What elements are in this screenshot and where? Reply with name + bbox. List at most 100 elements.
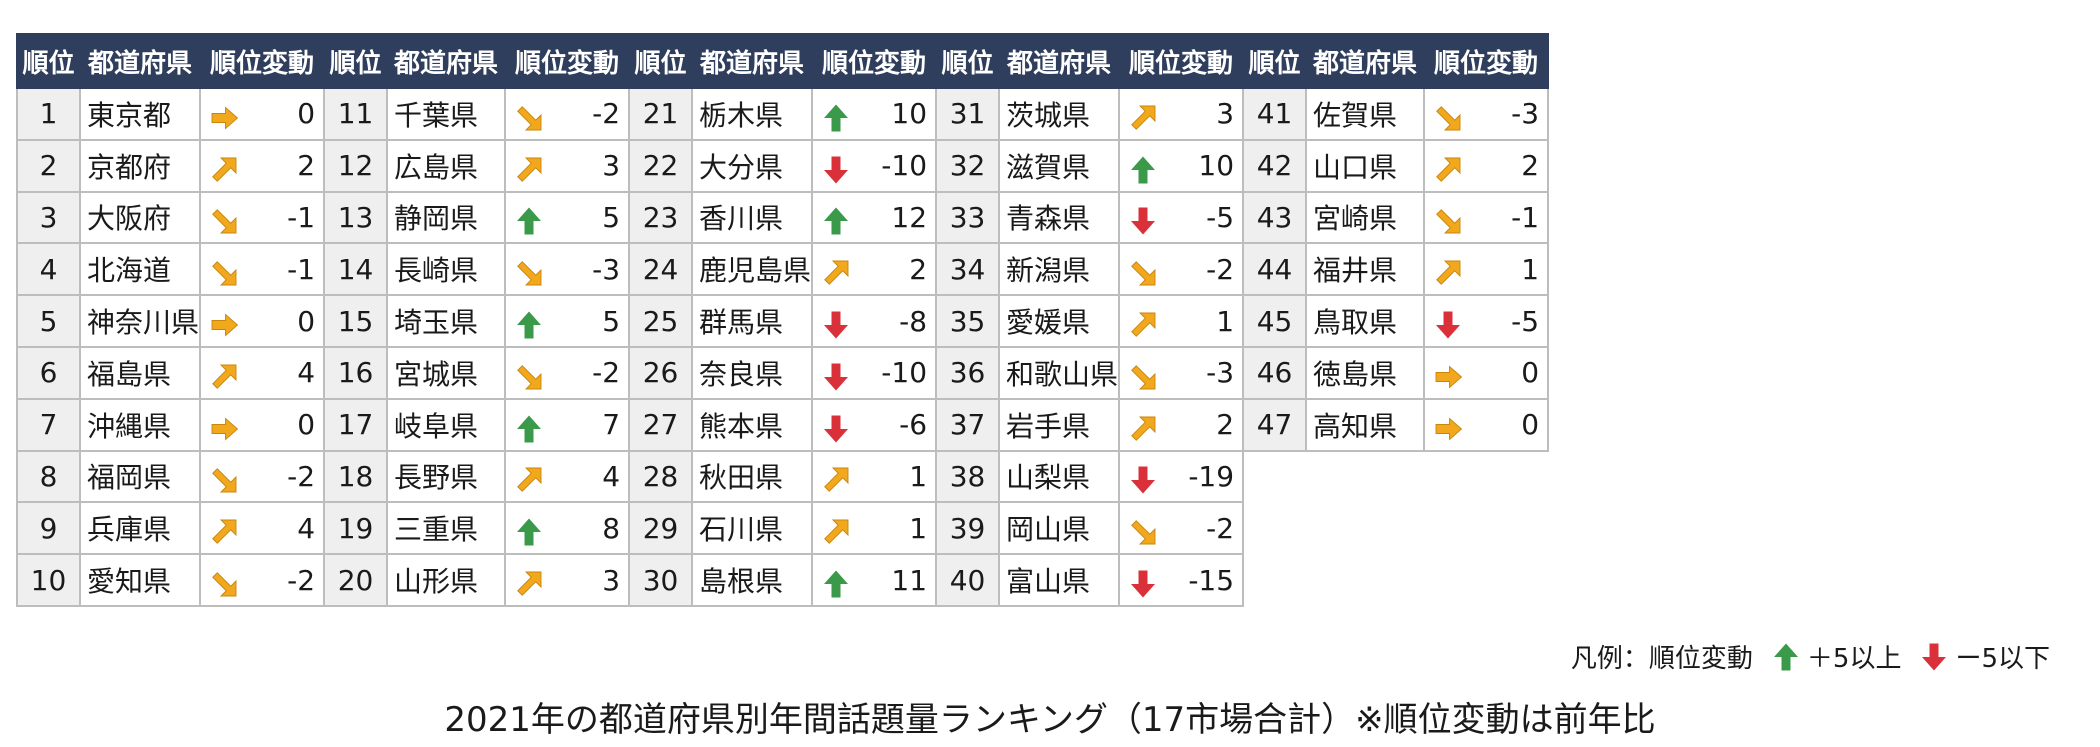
down-right-arrow-icon <box>517 106 542 131</box>
up-arrow-icon <box>824 104 849 132</box>
change-value: 8 <box>602 511 621 545</box>
prefecture-cell: 静岡県 <box>386 190 507 245</box>
up-right-arrow-icon <box>1131 105 1156 130</box>
change-cell: -2 <box>1118 242 1245 297</box>
change-value: 0 <box>297 304 316 338</box>
rank-cell: 39 <box>935 501 1001 556</box>
header-change: 順位変動 <box>199 33 326 89</box>
down-arrow-icon <box>824 156 849 184</box>
down-right-arrow-icon <box>212 209 237 234</box>
prefecture-cell: 愛媛県 <box>998 294 1121 348</box>
change-cell: -2 <box>504 87 631 141</box>
change-value: 0 <box>297 97 316 131</box>
table-row: 10 愛知県 -2 20 山形県 3 30 島根県 11 40 富山県 -15 <box>16 553 1549 607</box>
change-value: 1 <box>909 459 928 493</box>
change-cell: 1 <box>1118 294 1245 348</box>
change-value: 0 <box>1521 408 1540 442</box>
prefecture-cell: 青森県 <box>998 190 1121 245</box>
right-arrow-icon <box>211 417 239 441</box>
prefecture-cell: 秋田県 <box>691 449 814 504</box>
change-value: 7 <box>602 408 621 442</box>
down-arrow-icon <box>1131 207 1156 235</box>
header-rank: 順位 <box>1242 33 1308 89</box>
up-right-arrow-icon <box>517 468 542 493</box>
change-value: 0 <box>1521 356 1540 390</box>
prefecture-cell: 広島県 <box>386 138 507 193</box>
change-value: 3 <box>602 563 621 597</box>
prefecture-cell: 山梨県 <box>998 449 1121 504</box>
down-right-arrow-icon <box>1131 364 1156 390</box>
down-right-arrow-icon <box>212 468 237 493</box>
rank-cell: 3 <box>16 190 81 245</box>
rank-cell: 19 <box>323 501 389 556</box>
down-right-arrow-icon <box>1131 520 1156 545</box>
rank-cell: 21 <box>628 87 694 141</box>
rank-cell: 26 <box>628 345 694 400</box>
legend-label: 凡例：順位変動 <box>1570 644 1753 674</box>
change-value: -2 <box>287 563 316 597</box>
header-prefecture: 都道府県 <box>386 33 507 89</box>
prefecture-cell: 京都府 <box>78 138 202 193</box>
rank-cell: 47 <box>1242 397 1308 452</box>
up-arrow-icon <box>517 518 542 546</box>
prefecture-cell: 熊本県 <box>691 397 814 452</box>
change-value: -8 <box>899 304 928 338</box>
up-arrow-icon <box>824 207 849 235</box>
change-value: 2 <box>909 252 928 286</box>
down-right-arrow-icon <box>517 261 542 286</box>
down-arrow-icon <box>824 415 849 443</box>
change-value: 1 <box>909 511 928 545</box>
change-value: -5 <box>1206 200 1235 234</box>
change-cell: -5 <box>1118 190 1245 245</box>
table-row: 9 兵庫県 4 19 三重県 8 29 石川県 1 39 岡山県 -2 <box>16 501 1549 556</box>
empty-cell <box>1243 502 1307 555</box>
right-arrow-icon <box>211 106 239 130</box>
up-right-arrow-icon <box>1131 416 1156 441</box>
caption: 2021年の都道府県別年間話題量ランキング（17市場合計）※順位変動は前年比 <box>444 700 1656 740</box>
change-value: 11 <box>891 563 928 597</box>
empty-cell <box>1306 554 1425 606</box>
change-cell: 5 <box>504 190 631 245</box>
rank-cell: 5 <box>16 294 81 348</box>
up-right-arrow-icon <box>1436 260 1461 286</box>
prefecture-cell: 栃木県 <box>691 87 814 141</box>
rank-cell: 24 <box>628 242 694 297</box>
empty-cell <box>1243 554 1307 606</box>
rank-cell: 29 <box>628 501 694 556</box>
right-arrow-icon <box>211 313 239 337</box>
change-cell: 0 <box>199 294 326 348</box>
prefecture-cell: 大分県 <box>691 138 814 193</box>
change-cell: -6 <box>811 397 938 452</box>
prefecture-cell: 岐阜県 <box>386 397 507 452</box>
table-row: 5 神奈川県 0 15 埼玉県 5 25 群馬県 -8 35 愛媛県 1 45 鳥取県 -5 <box>16 294 1550 348</box>
change-value: -3 <box>592 252 621 286</box>
up-right-arrow-icon <box>824 468 849 493</box>
rank-cell: 17 <box>323 397 389 452</box>
change-cell: -10 <box>811 345 938 400</box>
change-cell: 1 <box>811 449 938 504</box>
prefecture-cell: 和歌山県 <box>998 345 1121 400</box>
change-cell: -3 <box>504 242 631 297</box>
change-value: -5 <box>1511 304 1540 338</box>
change-value: 10 <box>891 97 928 131</box>
change-cell: 2 <box>1118 397 1245 452</box>
change-value: 12 <box>891 200 928 234</box>
rank-cell: 8 <box>16 449 81 504</box>
up-right-arrow-icon <box>212 364 237 389</box>
change-cell: -2 <box>1118 501 1245 556</box>
change-cell: -3 <box>1118 345 1245 400</box>
change-cell: -15 <box>1118 553 1245 607</box>
change-value: 2 <box>297 149 316 183</box>
rank-cell: 9 <box>16 501 81 556</box>
rank-cell: 43 <box>1242 190 1308 245</box>
rank-cell: 40 <box>935 553 1001 607</box>
prefecture-cell: 滋賀県 <box>998 138 1121 193</box>
change-cell: -3 <box>1423 87 1550 141</box>
prefecture-cell: 埼玉県 <box>386 294 507 348</box>
prefecture-cell: 大阪府 <box>78 190 202 245</box>
header-prefecture: 都道府県 <box>691 33 814 89</box>
down-arrow-icon <box>824 363 849 391</box>
rank-cell: 16 <box>323 345 389 400</box>
change-value: 3 <box>1216 97 1235 131</box>
prefecture-cell: 東京都 <box>78 87 202 141</box>
